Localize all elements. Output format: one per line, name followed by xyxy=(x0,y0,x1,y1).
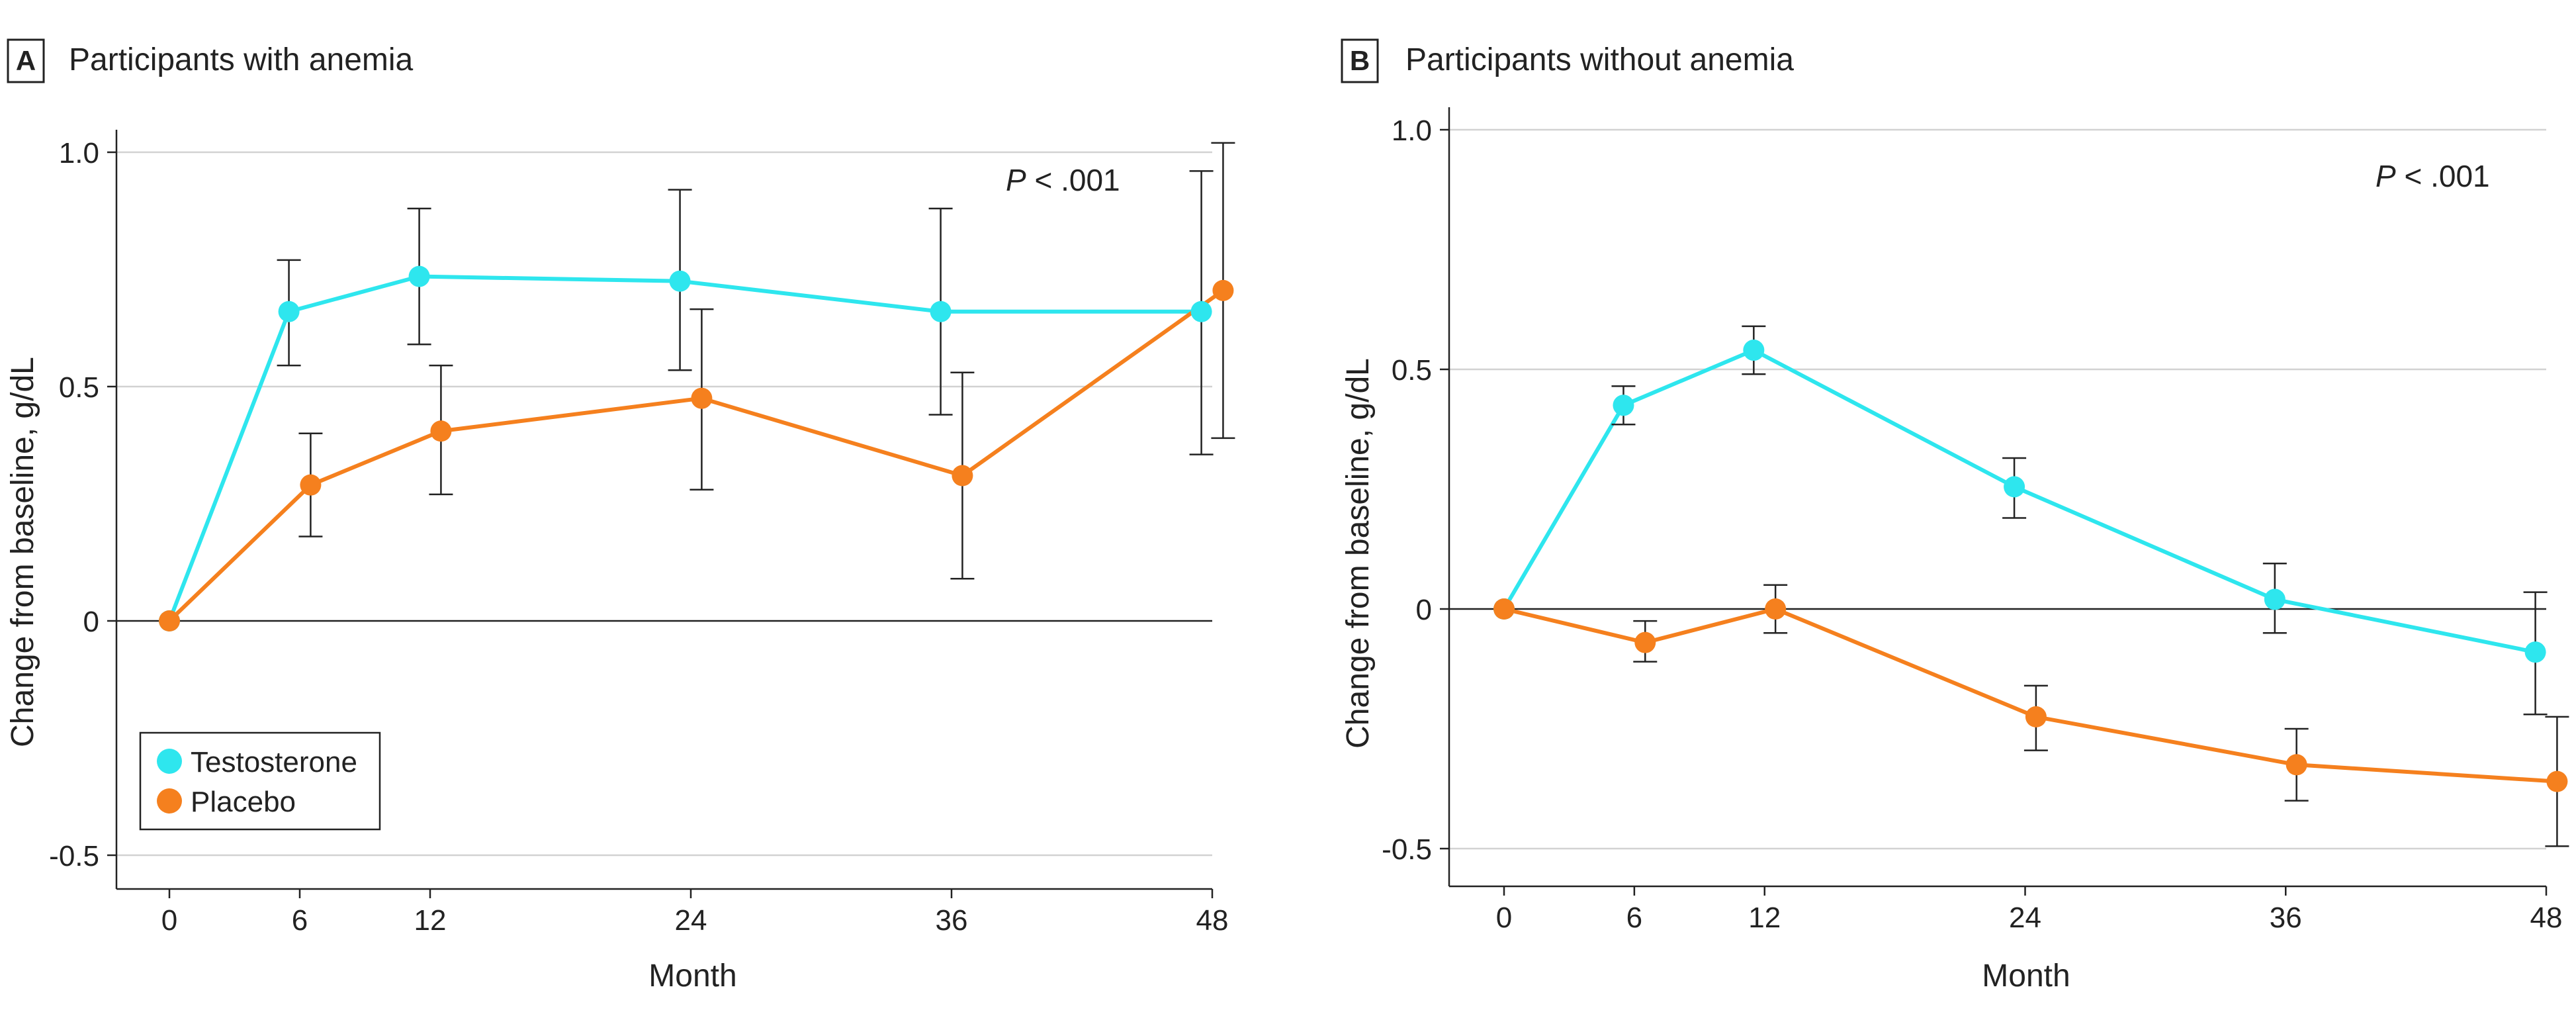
y-tick-label: -0.5 xyxy=(49,840,99,872)
legend-testosterone-label: Testosterone xyxy=(191,746,357,778)
panel-b-marks xyxy=(1493,325,2569,847)
panel-b-ticks: 1.0 0.5 0 -0.5 0 6 12 24 36 48 xyxy=(1382,107,2562,934)
panel-a-ticks: 1.0 0.5 0 -0.5 0 6 12 24 36 48 xyxy=(49,130,1228,937)
legend-box xyxy=(139,731,381,831)
testosterone-point xyxy=(930,301,952,322)
placebo-point xyxy=(952,465,973,487)
testosterone-point xyxy=(1743,340,1765,361)
panel-a-ylabel: Change from baseline, g/dL xyxy=(5,357,40,747)
panel-b-p-value: P < .001 xyxy=(2376,159,2490,193)
x-tick-label: 36 xyxy=(2270,902,2302,934)
x-tick-label: 0 xyxy=(1496,902,1512,934)
testosterone-point xyxy=(669,270,691,292)
testosterone-point xyxy=(2004,476,2025,498)
placebo-point xyxy=(691,387,713,409)
x-tick-label: 24 xyxy=(675,904,707,937)
testosterone-point xyxy=(1613,395,1634,416)
placebo-point xyxy=(2546,770,2568,792)
panel-a-p-text: < .001 xyxy=(1026,163,1120,197)
x-tick-label: 12 xyxy=(414,904,447,937)
testosterone-point xyxy=(1190,301,1212,322)
legend-placebo-marker xyxy=(157,788,182,814)
x-tick-label: 48 xyxy=(2530,902,2563,934)
testosterone-point xyxy=(2264,588,2286,610)
x-tick-label: 48 xyxy=(1196,904,1229,937)
placebo-point xyxy=(1493,598,1515,620)
placebo-line xyxy=(167,289,1225,623)
panel-b-p-letter: P xyxy=(2376,159,2396,193)
panel-b-title: Participants without anemia xyxy=(1405,42,1794,77)
legend-placebo-label: Placebo xyxy=(191,786,296,818)
panel-b-ylabel: Change from baseline, g/dL xyxy=(1341,358,1376,749)
panel-b-gridlines xyxy=(1449,128,2546,850)
panel-a-label: A xyxy=(16,45,36,76)
y-tick-label: 0.5 xyxy=(1392,354,1432,387)
y-tick-label: 0 xyxy=(83,606,99,638)
placebo-point xyxy=(2286,754,2307,776)
testosterone-point xyxy=(408,265,430,287)
y-tick-label: 0.5 xyxy=(59,371,99,404)
panel-a-legend: Testosterone Placebo xyxy=(139,731,381,831)
panel-b-p-text: < .001 xyxy=(2396,159,2490,193)
x-tick-label: 12 xyxy=(1748,902,1781,934)
panel-a-gridlines xyxy=(116,151,1212,857)
placebo-point xyxy=(430,420,452,442)
y-tick-label: 1.0 xyxy=(1392,115,1432,147)
placebo-point xyxy=(159,610,180,631)
panel-a-title: Participants with anemia xyxy=(69,42,414,77)
testosterone-point xyxy=(2524,641,2546,663)
placebo-point xyxy=(2025,706,2047,727)
legend-testosterone-marker xyxy=(157,749,182,774)
panel-b-xlabel: Month xyxy=(1982,958,2070,994)
testosterone-line xyxy=(1502,348,2536,655)
placebo-point xyxy=(1765,598,1787,620)
testosterone-point xyxy=(278,301,300,322)
panel-b: B Participants without anemia Change fro… xyxy=(1341,38,2569,994)
x-tick-label: 6 xyxy=(292,904,308,937)
x-tick-label: 36 xyxy=(936,904,968,937)
placebo-point xyxy=(1634,631,1656,653)
x-tick-label: 6 xyxy=(1626,902,1642,934)
panel-a-p-letter: P xyxy=(1006,163,1026,197)
y-tick-label: -0.5 xyxy=(1382,833,1432,866)
panel-a-p-value: P < .001 xyxy=(1006,163,1120,197)
x-tick-label: 24 xyxy=(2009,902,2041,934)
placebo-point xyxy=(300,474,322,496)
testosterone-line xyxy=(167,274,1202,622)
panel-a-label-box xyxy=(7,38,45,83)
panel-b-label-box xyxy=(1341,38,1379,83)
y-tick-label: 1.0 xyxy=(59,137,99,169)
panel-b-label: B xyxy=(1350,45,1370,76)
panel-a-xlabel: Month xyxy=(648,958,736,994)
y-tick-label: 0 xyxy=(1416,594,1432,626)
placebo-line xyxy=(1503,607,2557,784)
panel-a-marks xyxy=(159,142,1235,631)
placebo-point xyxy=(1212,279,1234,301)
x-tick-label: 0 xyxy=(161,904,177,937)
panel-a: A Participants with anemia Change from b… xyxy=(5,38,1235,994)
